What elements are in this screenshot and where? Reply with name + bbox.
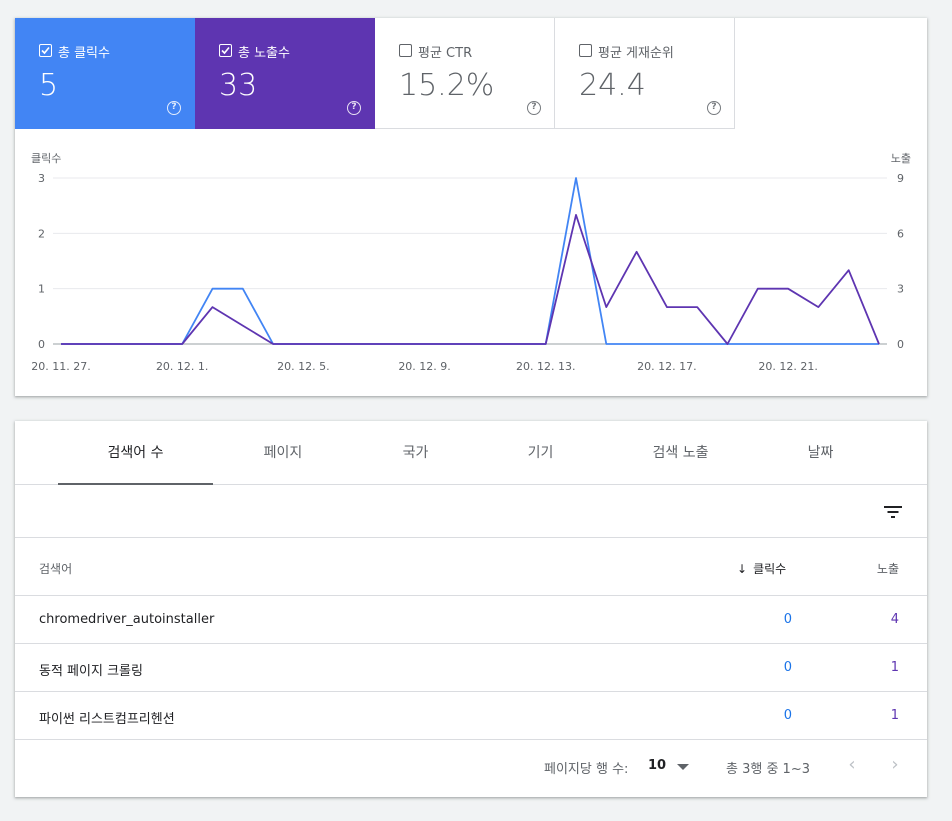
average-ctr-metric[interactable]: 평균 CTR 15.2% ? bbox=[375, 18, 555, 129]
series-line-clicks bbox=[61, 177, 879, 345]
filter-bar bbox=[15, 485, 927, 538]
table-header: 검색어 ↓ 클릭수 노출 bbox=[15, 538, 927, 596]
previous-page-icon[interactable]: ‹ bbox=[848, 754, 856, 775]
series-line-impressions bbox=[61, 214, 880, 345]
column-header-impressions[interactable]: 노출 bbox=[876, 562, 899, 576]
x-tick-label: 20. 12. 13. bbox=[516, 360, 575, 373]
query-cell: 동적 페이지 크롤링 bbox=[39, 664, 143, 679]
clicks-cell: 0 bbox=[783, 660, 792, 675]
column-header-clicks[interactable]: ↓ 클릭수 bbox=[737, 560, 786, 577]
dropdown-caret-icon[interactable] bbox=[677, 764, 689, 770]
average-ctr-value: 15.2% bbox=[399, 68, 495, 103]
help-icon[interactable]: ? bbox=[527, 101, 541, 115]
right-tick-label: 0 bbox=[897, 338, 904, 351]
right-axis-title: 노출 bbox=[891, 152, 911, 165]
average-position-label: 평균 게재순위 bbox=[598, 46, 674, 61]
clicks-cell: 0 bbox=[783, 708, 792, 723]
total-impressions-checkbox[interactable] bbox=[219, 44, 232, 57]
x-tick-label: 20. 12. 17. bbox=[637, 360, 696, 373]
left-tick-label: 1 bbox=[38, 283, 45, 296]
rows-per-page-label: 페이지당 행 수: bbox=[544, 762, 629, 777]
total-clicks-value: 5 bbox=[39, 68, 59, 103]
x-tick-label: 20. 12. 1. bbox=[156, 360, 208, 373]
right-tick-label: 3 bbox=[897, 283, 904, 296]
table-row[interactable]: 파이썬 리스트컴프리헨션 0 1 bbox=[15, 692, 927, 740]
clicks-cell: 0 bbox=[783, 612, 792, 627]
average-position-metric[interactable]: 평균 게재순위 24.4 ? bbox=[555, 18, 735, 129]
total-impressions-value: 33 bbox=[219, 68, 258, 103]
left-tick-label: 0 bbox=[38, 338, 45, 351]
tab-pages[interactable]: 페이지 bbox=[263, 445, 303, 461]
queries-table-card: 검색어 수 페이지 국가 기기 검색 노출 날짜 검색어 ↓ 클릭수 노출 chr… bbox=[15, 421, 927, 797]
performance-chart-card: 총 클릭수 5 ? 총 노출수 33 ? 평균 CTR 15.2% ? 평균 게… bbox=[15, 18, 927, 396]
column-header-query[interactable]: 검색어 bbox=[39, 562, 73, 576]
dimension-tabs: 검색어 수 페이지 국가 기기 검색 노출 날짜 bbox=[15, 421, 927, 485]
x-tick-label: 20. 12. 9. bbox=[398, 360, 450, 373]
impressions-cell: 4 bbox=[890, 612, 899, 627]
impressions-cell: 1 bbox=[890, 660, 899, 675]
sort-arrow-icon: ↓ bbox=[737, 562, 748, 576]
help-icon[interactable]: ? bbox=[707, 101, 721, 115]
average-position-checkbox[interactable] bbox=[579, 44, 592, 57]
average-ctr-label: 평균 CTR bbox=[418, 46, 473, 61]
column-header-clicks-label: 클릭수 bbox=[753, 562, 787, 576]
active-tab-indicator bbox=[58, 483, 213, 485]
x-tick-label: 20. 11. 27. bbox=[31, 360, 90, 373]
left-tick-label: 3 bbox=[38, 172, 45, 185]
average-position-value: 24.4 bbox=[579, 68, 646, 103]
right-tick-label: 9 bbox=[897, 172, 904, 185]
page-range-text: 총 3행 중 1~3 bbox=[726, 762, 810, 777]
query-cell: 파이썬 리스트컴프리헨션 bbox=[39, 712, 175, 727]
left-tick-label: 2 bbox=[38, 227, 45, 240]
rows-per-page-select[interactable]: 10 bbox=[648, 758, 667, 773]
next-page-icon[interactable]: › bbox=[891, 754, 899, 775]
average-ctr-checkbox[interactable] bbox=[399, 44, 412, 57]
total-clicks-metric[interactable]: 총 클릭수 5 ? bbox=[15, 18, 195, 129]
pagination: 페이지당 행 수: 10 총 3행 중 1~3 ‹ › bbox=[15, 740, 927, 797]
line-chart: 클릭수 노출 0 1 2 3 0 3 6 9 20. 11. 27. 20. 12. 1. 20. 12… bbox=[31, 152, 911, 373]
check-icon bbox=[41, 46, 50, 55]
total-clicks-label: 총 클릭수 bbox=[58, 46, 110, 61]
query-cell: chromedriver_autoinstaller bbox=[39, 612, 215, 627]
filter-icon[interactable] bbox=[883, 504, 903, 520]
help-icon[interactable]: ? bbox=[167, 101, 181, 115]
table-row[interactable]: chromedriver_autoinstaller 0 4 bbox=[15, 596, 927, 644]
tab-countries[interactable]: 국가 bbox=[402, 445, 429, 461]
table-row[interactable]: 동적 페이지 크롤링 0 1 bbox=[15, 644, 927, 692]
tab-search-appearance[interactable]: 검색 노출 bbox=[652, 445, 709, 461]
left-axis-title: 클릭수 bbox=[31, 152, 61, 165]
tab-queries[interactable]: 검색어 수 bbox=[107, 445, 164, 461]
total-impressions-metric[interactable]: 총 노출수 33 ? bbox=[195, 18, 375, 129]
impressions-cell: 1 bbox=[890, 708, 899, 723]
x-tick-label: 20. 12. 5. bbox=[277, 360, 329, 373]
total-clicks-checkbox[interactable] bbox=[39, 44, 52, 57]
tab-dates[interactable]: 날짜 bbox=[807, 445, 834, 461]
help-icon[interactable]: ? bbox=[347, 101, 361, 115]
tab-devices[interactable]: 기기 bbox=[527, 445, 554, 461]
right-tick-label: 6 bbox=[897, 227, 904, 240]
x-tick-label: 20. 12. 21. bbox=[758, 360, 817, 373]
total-impressions-label: 총 노출수 bbox=[238, 46, 290, 61]
check-icon bbox=[221, 46, 230, 55]
